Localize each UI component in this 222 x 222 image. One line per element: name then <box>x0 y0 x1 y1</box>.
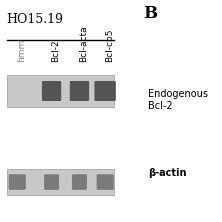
Text: β-actin: β-actin <box>148 168 186 178</box>
FancyBboxPatch shape <box>70 81 89 101</box>
Bar <box>7 75 114 107</box>
FancyBboxPatch shape <box>72 174 87 190</box>
Text: B: B <box>143 5 157 22</box>
FancyBboxPatch shape <box>97 174 114 190</box>
FancyBboxPatch shape <box>9 174 26 190</box>
Bar <box>7 169 114 195</box>
FancyBboxPatch shape <box>94 81 116 101</box>
Text: Bcl-cb5: Bcl-cb5 <box>105 29 114 62</box>
Text: Endogenous
Bcl-2: Endogenous Bcl-2 <box>148 89 208 111</box>
Text: hmm: hmm <box>17 39 26 62</box>
Text: Bcl-acta: Bcl-acta <box>79 26 88 62</box>
Text: Bcl-2: Bcl-2 <box>52 40 61 62</box>
FancyBboxPatch shape <box>42 81 61 101</box>
FancyBboxPatch shape <box>44 174 59 190</box>
Text: HO15.19: HO15.19 <box>6 14 63 26</box>
